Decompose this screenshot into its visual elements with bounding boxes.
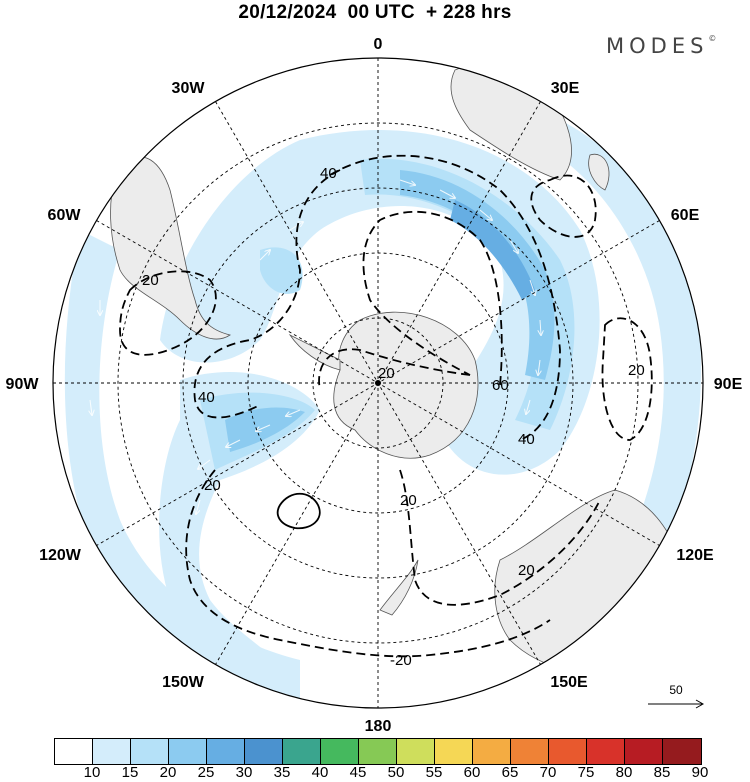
map-title: 20/12/2024 00 UTC + 228 hrs bbox=[238, 2, 512, 23]
australia bbox=[494, 489, 683, 673]
contour-label: 40 bbox=[518, 431, 535, 448]
longitude-label: 60W bbox=[48, 207, 82, 224]
colorbar-swatch bbox=[207, 739, 245, 764]
colorbar-swatch bbox=[435, 739, 473, 764]
longitude-label: 90E bbox=[714, 376, 743, 393]
colorbar-swatch bbox=[473, 739, 511, 764]
south-america bbox=[110, 155, 231, 340]
longitude-label: 150E bbox=[550, 674, 588, 691]
longitude-label: 0 bbox=[374, 36, 383, 53]
contour-label: 20 bbox=[518, 562, 535, 579]
madagascar bbox=[588, 153, 610, 191]
colorbar-swatch bbox=[511, 739, 549, 764]
colorbar-tick-label: 20 bbox=[159, 764, 177, 781]
colorbar-swatch bbox=[397, 739, 435, 764]
vector-reference: 50 bbox=[646, 683, 706, 713]
colorbar-swatch bbox=[55, 739, 93, 764]
colorbar-tick-label: 25 bbox=[197, 764, 215, 781]
colorbar-labels: 10 15 20 25 30 35 40 45 50 55 60 65 70 75 80 85 90 bbox=[54, 764, 709, 782]
contour-label: 20 bbox=[142, 272, 159, 289]
longitude-label: 90W bbox=[6, 376, 40, 393]
colorbar-swatch bbox=[245, 739, 283, 764]
vector-reference-label: 50 bbox=[669, 683, 683, 697]
longitude-label: 180 bbox=[365, 718, 392, 735]
colorbar-swatch bbox=[587, 739, 625, 764]
colorbar-tick-label: 55 bbox=[425, 764, 443, 781]
contour-label: 20 bbox=[204, 477, 221, 494]
longitude-label: 120E bbox=[676, 547, 714, 564]
longitude-label: 60E bbox=[671, 207, 700, 224]
colorbar-swatch bbox=[663, 739, 701, 764]
wind-vectors bbox=[90, 179, 653, 564]
colorbar-tick-label: 35 bbox=[273, 764, 291, 781]
colorbar-swatch bbox=[549, 739, 587, 764]
reference-arrow-icon bbox=[648, 699, 705, 709]
longitude-label: 30E bbox=[551, 80, 580, 97]
colorbar-swatch bbox=[283, 739, 321, 764]
colorbar-tick-label: 45 bbox=[349, 764, 367, 781]
colorbar-tick-label: 65 bbox=[501, 764, 519, 781]
antarctic-peninsula bbox=[288, 333, 341, 371]
contour-label: 20 bbox=[400, 492, 417, 509]
colorbar-swatch bbox=[321, 739, 359, 764]
colorbar-tick-label: 80 bbox=[615, 764, 633, 781]
colorbar-tick-label: 85 bbox=[653, 764, 671, 781]
contour-label: 20 bbox=[628, 362, 645, 379]
contours bbox=[119, 154, 653, 658]
longitude-labels: 0 30E 60E 90E 120E 150E 180 150W 120W 90… bbox=[6, 36, 743, 735]
new-zealand bbox=[379, 559, 419, 616]
colorbar-tick-label: 90 bbox=[691, 764, 709, 781]
longitude-label: 120W bbox=[39, 547, 82, 564]
colorbar-swatch bbox=[625, 739, 663, 764]
antarctica bbox=[333, 311, 479, 459]
colorbar-swatch bbox=[359, 739, 397, 764]
colorbar-tick-label: 70 bbox=[539, 764, 557, 781]
contour-label: 40 bbox=[320, 165, 337, 182]
colorbar-tick-label: 60 bbox=[463, 764, 481, 781]
polar-map: 40 20 40 20 60 40 20 40 20 20 20 -20 0 3… bbox=[6, 36, 743, 735]
colorbar-tick-label: 30 bbox=[235, 764, 253, 781]
colorbar-tick-label: 10 bbox=[83, 764, 101, 781]
longitude-label: 150W bbox=[162, 674, 205, 691]
colorbar-tick-label: 15 bbox=[121, 764, 139, 781]
colorbar-tick-label: 75 bbox=[577, 764, 595, 781]
south-pole-marker bbox=[375, 380, 381, 386]
colorbar-swatch bbox=[169, 739, 207, 764]
colorbar-swatch bbox=[93, 739, 131, 764]
contour-labels: 40 20 40 20 60 40 20 40 20 20 20 -20 bbox=[142, 165, 645, 669]
colorbar-tick-label: 50 bbox=[387, 764, 405, 781]
colorbar-swatch bbox=[131, 739, 169, 764]
colorbar bbox=[54, 738, 702, 765]
contour-label: 40 bbox=[198, 389, 215, 406]
contour-label: 20 bbox=[378, 365, 395, 382]
colorbar-tick-label: 40 bbox=[311, 764, 329, 781]
contour-label: -20 bbox=[390, 652, 412, 669]
contour-label: 60 bbox=[492, 377, 509, 394]
map-boundary bbox=[52, 57, 704, 709]
longitude-label: 30W bbox=[172, 80, 206, 97]
brand-logo: MODES© bbox=[606, 34, 717, 58]
